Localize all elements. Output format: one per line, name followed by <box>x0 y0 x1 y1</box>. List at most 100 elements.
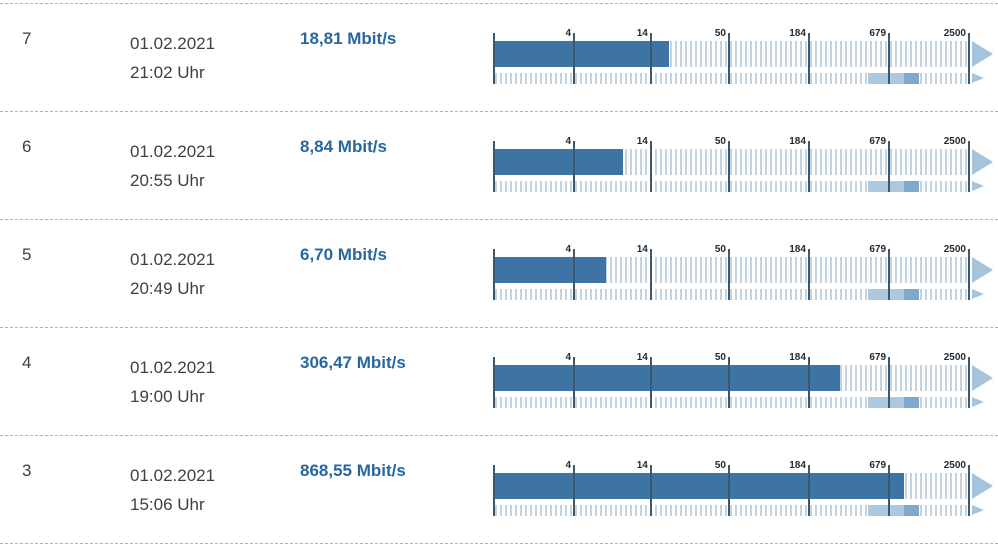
download-speed-value: 18,81 Mbit/s <box>300 29 397 48</box>
gauge-tick-label: 14 <box>636 244 648 255</box>
gauge-download-track <box>495 473 968 499</box>
gauge-tick-line <box>967 141 970 192</box>
measurement-datetime: 01.02.2021 20:55 Uhr <box>108 112 278 219</box>
gauge-tick-line <box>888 357 891 408</box>
gauge-tick-label: 184 <box>789 136 806 147</box>
gauge-tick-line <box>807 33 810 84</box>
gauge-download-bar <box>495 149 623 175</box>
gauge-tick-line <box>807 141 810 192</box>
gauge-tick-line <box>649 465 652 516</box>
gauge-axis-start-line <box>493 33 495 84</box>
tariff-range-marker-light <box>867 73 904 84</box>
gauge-tariff-track <box>495 73 968 84</box>
gauge-sub-more-arrow-icon <box>972 505 984 515</box>
gauge-tick-label: 4 <box>565 460 571 471</box>
gauge-tariff-track <box>495 397 968 408</box>
gauge-tick-label: 2500 <box>943 136 966 147</box>
download-speed-value: 868,55 Mbit/s <box>300 461 406 480</box>
measurement-row[interactable]: 7 01.02.2021 21:02 Uhr 18,81 Mbit/s 4 14 5… <box>0 3 998 111</box>
speed-gauge-cell: 4 14 50 184 679 2500 <box>493 436 998 543</box>
download-speed-value: 6,70 Mbit/s <box>300 245 387 264</box>
gauge-tick-label: 679 <box>869 28 887 39</box>
gauge-tick-label: 14 <box>636 28 648 39</box>
gauge-download-bar <box>495 365 840 391</box>
gauge-more-arrow-icon <box>972 41 993 67</box>
gauge-tick-label: 4 <box>565 352 571 363</box>
gauge-tick-label: 4 <box>565 28 571 39</box>
gauge-tick-label: 50 <box>714 244 726 255</box>
gauge-tick-label: 2500 <box>943 352 966 363</box>
measurement-row[interactable]: 3 01.02.2021 15:06 Uhr 868,55 Mbit/s 4 14… <box>0 435 998 543</box>
measurement-index: 7 <box>22 29 32 48</box>
tariff-range-marker-light <box>867 505 904 516</box>
gauge-download-bar <box>495 257 606 283</box>
gauge-tick-line <box>888 141 891 192</box>
download-speed-value: 8,84 Mbit/s <box>300 137 387 156</box>
gauge-tick-line <box>727 141 730 192</box>
gauge-axis-start-line <box>493 357 495 408</box>
gauge-more-arrow-icon <box>972 473 993 499</box>
gauge-axis-start-line <box>493 141 495 192</box>
tariff-range-marker-light <box>867 289 904 300</box>
gauge-tick-line <box>573 357 575 408</box>
gauge-more-arrow-icon <box>972 149 993 175</box>
gauge-sub-more-arrow-icon <box>972 289 984 299</box>
gauge-tick-label: 2500 <box>943 244 966 255</box>
gauge-axis-start-line <box>493 465 495 516</box>
measurement-row[interactable]: 4 01.02.2021 19:00 Uhr 306,47 Mbit/s 4 14… <box>0 327 998 435</box>
speed-gauge: 4 14 50 184 679 2500 <box>493 352 998 408</box>
gauge-sub-more-arrow-icon <box>972 397 984 407</box>
measurement-time: 19:00 Uhr <box>130 387 205 406</box>
tariff-range-marker-dark <box>903 397 919 408</box>
gauge-tick-label: 4 <box>565 136 571 147</box>
measurement-date: 01.02.2021 <box>130 250 216 269</box>
gauge-tick-line <box>727 33 730 84</box>
gauge-tariff-track <box>495 289 968 300</box>
gauge-download-bar <box>495 41 669 67</box>
gauge-tick-line <box>727 357 730 408</box>
measurement-index: 6 <box>22 137 32 156</box>
gauge-tick-line <box>573 249 575 300</box>
tariff-range-marker-light <box>867 181 904 192</box>
gauge-tick-label: 2500 <box>943 28 966 39</box>
gauge-tick-line <box>727 249 730 300</box>
measurement-date: 01.02.2021 <box>130 142 216 161</box>
gauge-axis-start-line <box>493 249 495 300</box>
gauge-tick-line <box>967 249 970 300</box>
gauge-tick-label: 184 <box>789 244 806 255</box>
measurement-time: 20:49 Uhr <box>130 279 205 298</box>
measurement-row[interactable]: 6 01.02.2021 20:55 Uhr 8,84 Mbit/s 4 14 50… <box>0 111 998 219</box>
gauge-tick-line <box>967 465 970 516</box>
gauge-tick-label: 184 <box>789 460 806 471</box>
gauge-tick-line <box>888 465 891 516</box>
tariff-range-marker-dark <box>903 289 919 300</box>
gauge-more-arrow-icon <box>972 257 993 283</box>
gauge-download-track <box>495 149 968 175</box>
gauge-tick-line <box>967 33 970 84</box>
gauge-download-bar <box>495 473 904 499</box>
measurement-time: 20:55 Uhr <box>130 171 205 190</box>
gauge-tick-line <box>649 249 652 300</box>
gauge-tick-label: 679 <box>869 460 887 471</box>
gauge-sub-more-arrow-icon <box>972 181 984 191</box>
gauge-tick-line <box>573 465 575 516</box>
measurement-datetime: 01.02.2021 21:02 Uhr <box>108 4 278 111</box>
measurement-time: 15:06 Uhr <box>130 495 205 514</box>
gauge-tick-label: 14 <box>636 136 648 147</box>
gauge-tick-label: 50 <box>714 460 726 471</box>
gauge-sub-more-arrow-icon <box>972 73 984 83</box>
gauge-tick-line <box>573 33 575 84</box>
gauge-download-track <box>495 365 968 391</box>
speed-gauge: 4 14 50 184 679 2500 <box>493 244 998 300</box>
gauge-tariff-track <box>495 181 968 192</box>
measurement-datetime: 01.02.2021 15:06 Uhr <box>108 436 278 543</box>
gauge-tick-line <box>727 465 730 516</box>
measurement-date: 01.02.2021 <box>130 34 216 53</box>
tariff-range-marker-dark <box>903 73 919 84</box>
gauge-download-track <box>495 257 968 283</box>
gauge-tick-line <box>573 141 575 192</box>
measurement-date: 01.02.2021 <box>130 466 216 485</box>
measurement-index: 3 <box>22 461 32 480</box>
measurement-row[interactable]: 5 01.02.2021 20:49 Uhr 6,70 Mbit/s 4 14 50… <box>0 219 998 327</box>
